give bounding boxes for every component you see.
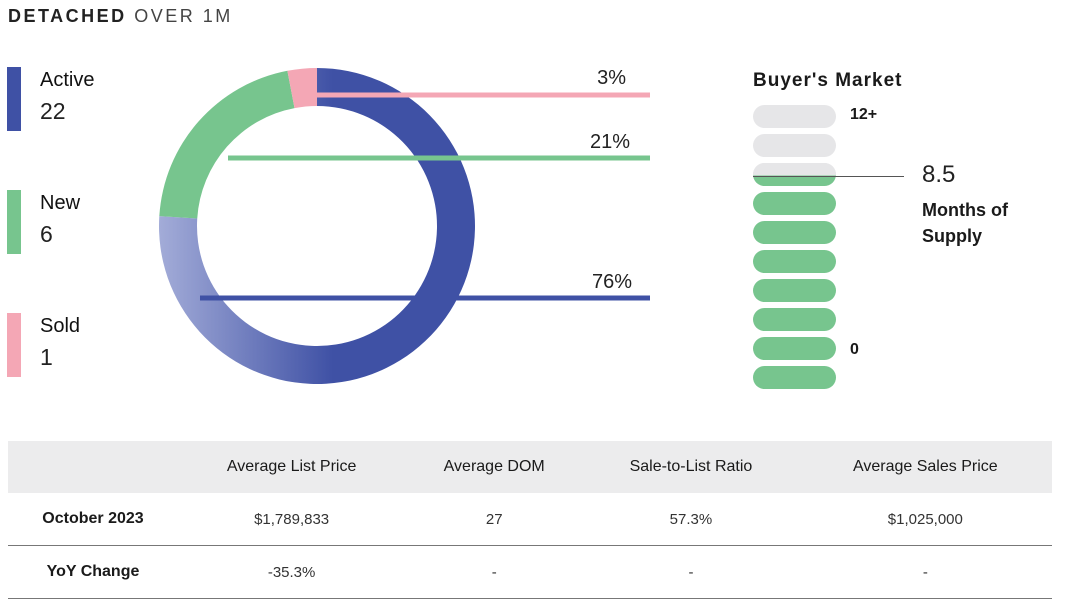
table-cell: 57.3% [583, 493, 799, 546]
supply-pill [753, 337, 836, 360]
table-header-cell: Sale-to-List Ratio [583, 441, 799, 493]
legend-swatch-new [7, 190, 21, 254]
table-cell: - [798, 545, 1052, 599]
supply-caption: Months of Supply [922, 200, 1008, 246]
legend-label-new: New [40, 192, 81, 214]
stats-table: Average List Price Average DOM Sale-to-L… [8, 441, 1052, 599]
percent-label-active: 76% [592, 271, 632, 293]
table-header-row: Average List Price Average DOM Sale-to-L… [8, 441, 1052, 493]
table-cell: $1,789,833 [178, 493, 406, 546]
table-cell: - [405, 545, 584, 599]
donut-chart: 3% 21% 76% [159, 67, 650, 384]
supply-pill-partial [753, 163, 836, 186]
title-light: OVER 1M [134, 6, 233, 26]
legend-value-sold: 1 [40, 344, 53, 370]
table-row: YoY Change -35.3% - - - [8, 545, 1052, 599]
legend-item-new: New 6 [7, 190, 247, 256]
supply-value: 8.5 [922, 161, 956, 188]
table-row-label: October 2023 [8, 493, 178, 546]
donut-slice-sold [287, 68, 317, 109]
legend-swatch-active [7, 67, 21, 131]
table-cell: $1,025,000 [798, 493, 1052, 546]
legend-label-sold: Sold [40, 315, 81, 337]
title-bold: DETACHED [8, 6, 127, 26]
table-header-cell: Average Sales Price [798, 441, 1052, 493]
legend-value-new: 6 [40, 221, 53, 247]
table-header-cell: Average DOM [405, 441, 584, 493]
page-title: DETACHED OVER 1M [8, 6, 233, 27]
supply-pill [753, 192, 836, 215]
percent-label-new: 21% [590, 131, 630, 153]
supply-pill [753, 134, 836, 157]
supply-pill [753, 221, 836, 244]
supply-pill [753, 105, 836, 128]
legend-label-active: Active [40, 69, 95, 91]
legend-item-sold: Sold 1 [7, 313, 247, 379]
table-header-cell [8, 441, 178, 493]
supply-pill [753, 279, 836, 302]
supply-pill [753, 308, 836, 331]
table-cell: - [583, 545, 799, 599]
table-cell: 27 [405, 493, 584, 546]
table-cell: -35.3% [178, 545, 406, 599]
table-row-label: YoY Change [8, 545, 178, 599]
supply-top-label: 12+ [850, 106, 878, 123]
supply-marker-line [753, 176, 904, 177]
supply-title: Buyer's Market [753, 70, 903, 91]
table-row: October 2023 $1,789,833 27 57.3% $1,025,… [8, 493, 1052, 546]
legend-item-active: Active 22 [7, 67, 247, 133]
supply-pill [753, 250, 836, 273]
table-header-cell: Average List Price [178, 441, 406, 493]
legend-value-active: 22 [40, 98, 66, 124]
supply-bottom-label: 0 [850, 341, 859, 358]
supply-pill [753, 366, 836, 389]
legend-swatch-sold [7, 313, 21, 377]
donut-slice-new [159, 70, 295, 219]
percent-label-sold: 3% [597, 67, 626, 89]
